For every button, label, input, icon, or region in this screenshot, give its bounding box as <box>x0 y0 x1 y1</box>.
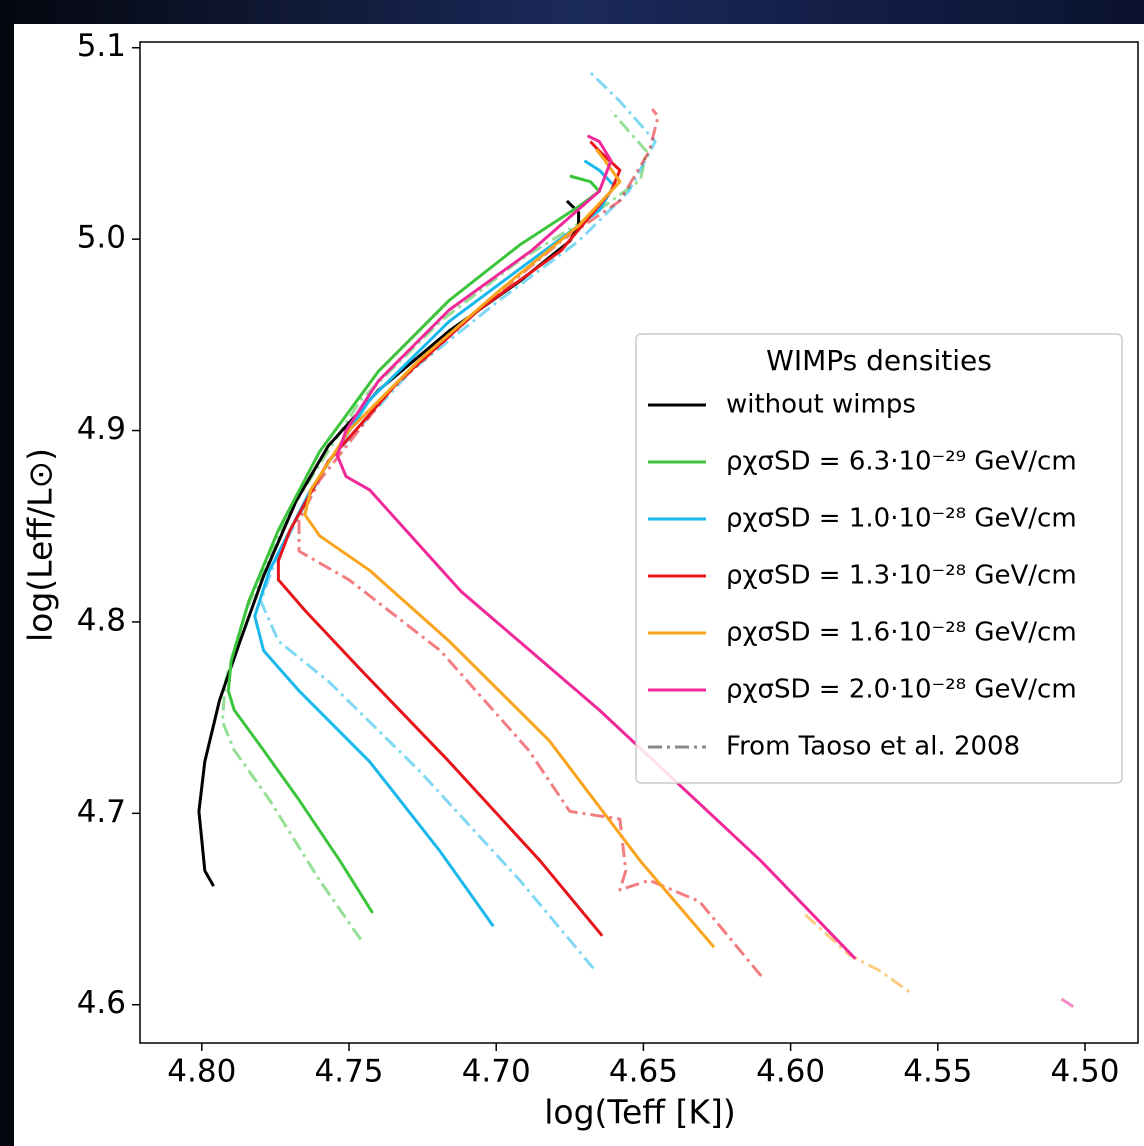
left-band <box>0 0 14 1146</box>
x-axis-label: log(Teff [K]) <box>544 1093 736 1132</box>
y-tick-label: 5.1 <box>77 28 126 64</box>
y-tick-label: 4.8 <box>77 602 126 638</box>
legend-label: ρχσSD = 6.3·10⁻²⁹ GeV/cm <box>726 447 1077 477</box>
reference-line <box>1060 997 1078 1010</box>
legend-box <box>635 333 1123 784</box>
y-tick-label: 5.0 <box>77 220 126 256</box>
legend-label: without wimps <box>726 390 916 420</box>
reference-line <box>297 108 763 977</box>
legend-label: ρχσSD = 1.3·10⁻²⁸ GeV/cm <box>726 561 1077 591</box>
legend-label: ρχσSD = 1.0·10⁻²⁸ GeV/cm <box>726 504 1077 534</box>
x-tick-label: 4.60 <box>756 1054 825 1090</box>
x-tick-label: 4.65 <box>609 1054 678 1090</box>
series-line <box>335 134 857 960</box>
x-tick-label: 4.55 <box>903 1054 972 1090</box>
x-tick-label: 4.70 <box>462 1054 531 1090</box>
series-line <box>303 148 716 949</box>
axes-frame <box>139 41 1139 1044</box>
legend-label: ρχσSD = 1.6·10⁻²⁸ GeV/cm <box>726 618 1077 648</box>
y-tick-label: 4.6 <box>77 985 126 1021</box>
top-band <box>0 0 1144 24</box>
reference-line <box>804 913 913 995</box>
legend-label: From Taoso et al. 2008 <box>726 732 1020 762</box>
legend-title: WIMPs densities <box>766 344 992 377</box>
x-tick-label: 4.80 <box>167 1054 236 1090</box>
y-tick-label: 4.9 <box>77 411 126 447</box>
y-tick-label: 4.7 <box>77 794 126 830</box>
x-tick-label: 4.75 <box>315 1054 384 1090</box>
legend-label: ρχσSD = 2.0·10⁻²⁸ GeV/cm <box>726 675 1077 705</box>
y-axis-label: log(Leff/L⊙) <box>21 448 60 642</box>
x-tick-label: 4.50 <box>1050 1054 1119 1090</box>
